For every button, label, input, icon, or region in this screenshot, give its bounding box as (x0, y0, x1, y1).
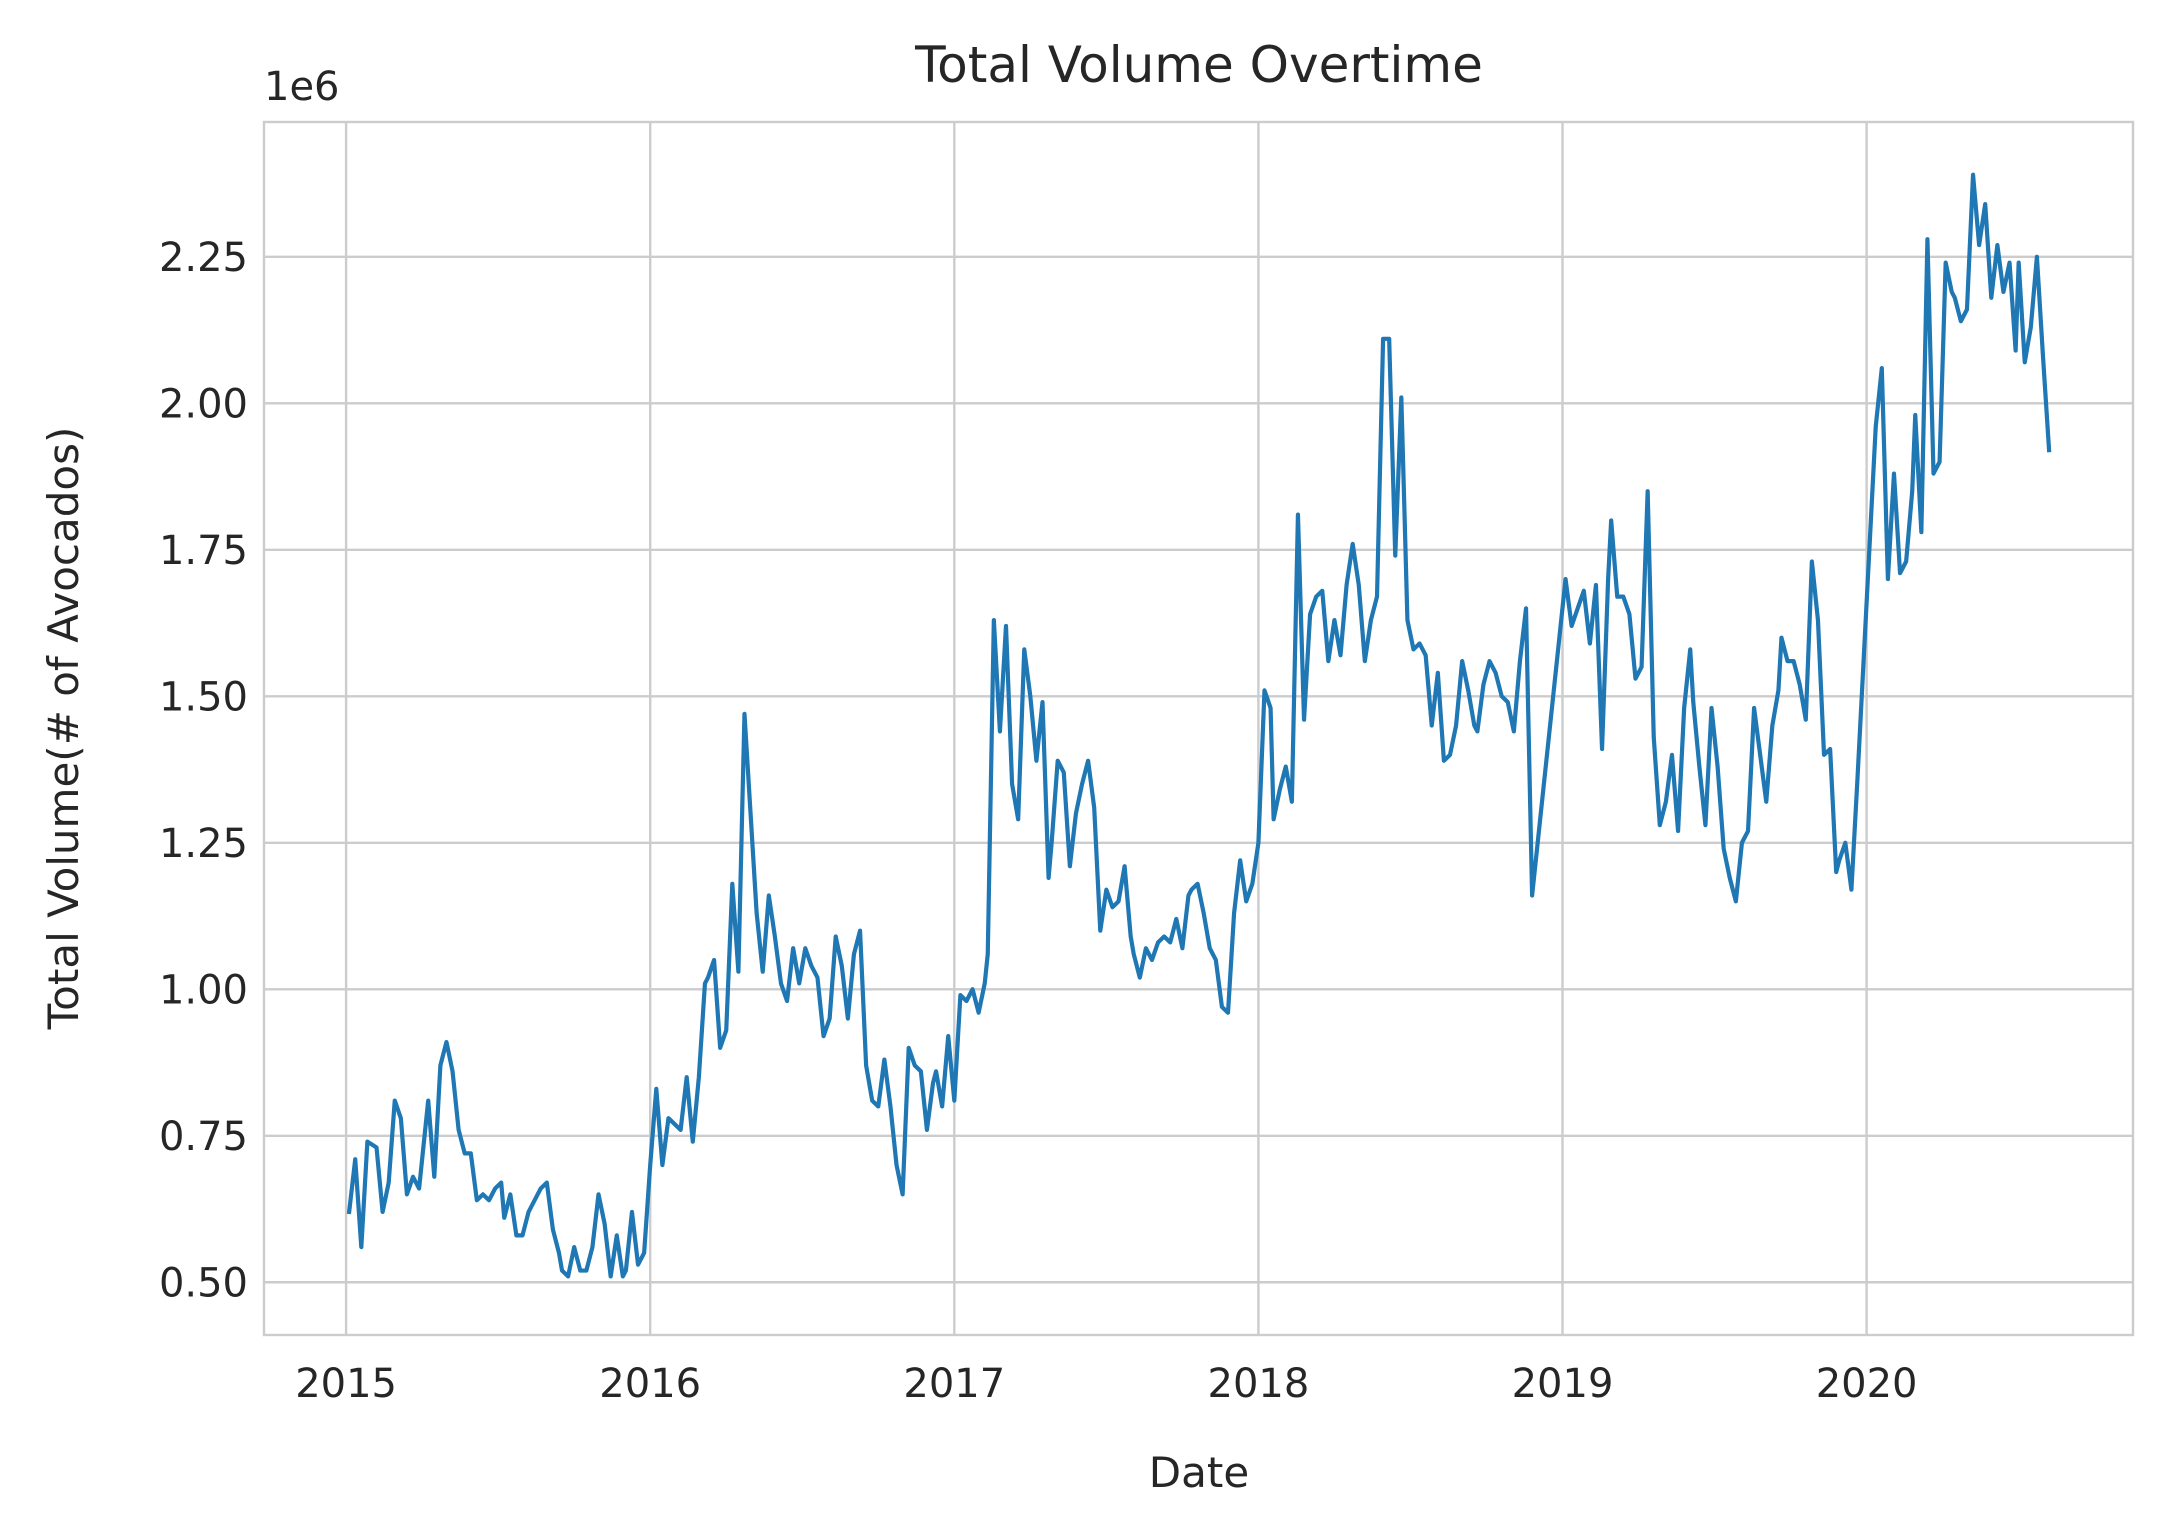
x-tick-label: 2015 (295, 1361, 397, 1407)
y-tick-label: 1.75 (159, 528, 248, 574)
x-axis-label: Date (1149, 1448, 1249, 1497)
y-tick-label: 2.25 (159, 235, 248, 281)
plot-frame (262, 120, 2135, 1337)
y-axis-label: Total Volume(# of Avocados) (39, 427, 88, 1031)
y-tick-label: 1.50 (159, 674, 248, 720)
chart-title: Total Volume Overtime (914, 36, 1483, 94)
x-tick-label: 2017 (903, 1361, 1005, 1407)
y-tick-label: 1.25 (159, 821, 248, 867)
y-tick-label: 1.00 (159, 967, 248, 1013)
y-tick-label: 0.75 (159, 1114, 248, 1160)
x-tick-label: 2020 (1816, 1361, 1918, 1407)
y-tick-label: 2.00 (159, 381, 248, 427)
x-tick-label: 2018 (1208, 1361, 1310, 1407)
x-tick-label: 2019 (1512, 1361, 1614, 1407)
data-line (346, 172, 2052, 1279)
x-tick-label: 2016 (599, 1361, 701, 1407)
y-offset-label: 1e6 (264, 64, 340, 110)
y-tick-label: 0.50 (159, 1260, 248, 1306)
